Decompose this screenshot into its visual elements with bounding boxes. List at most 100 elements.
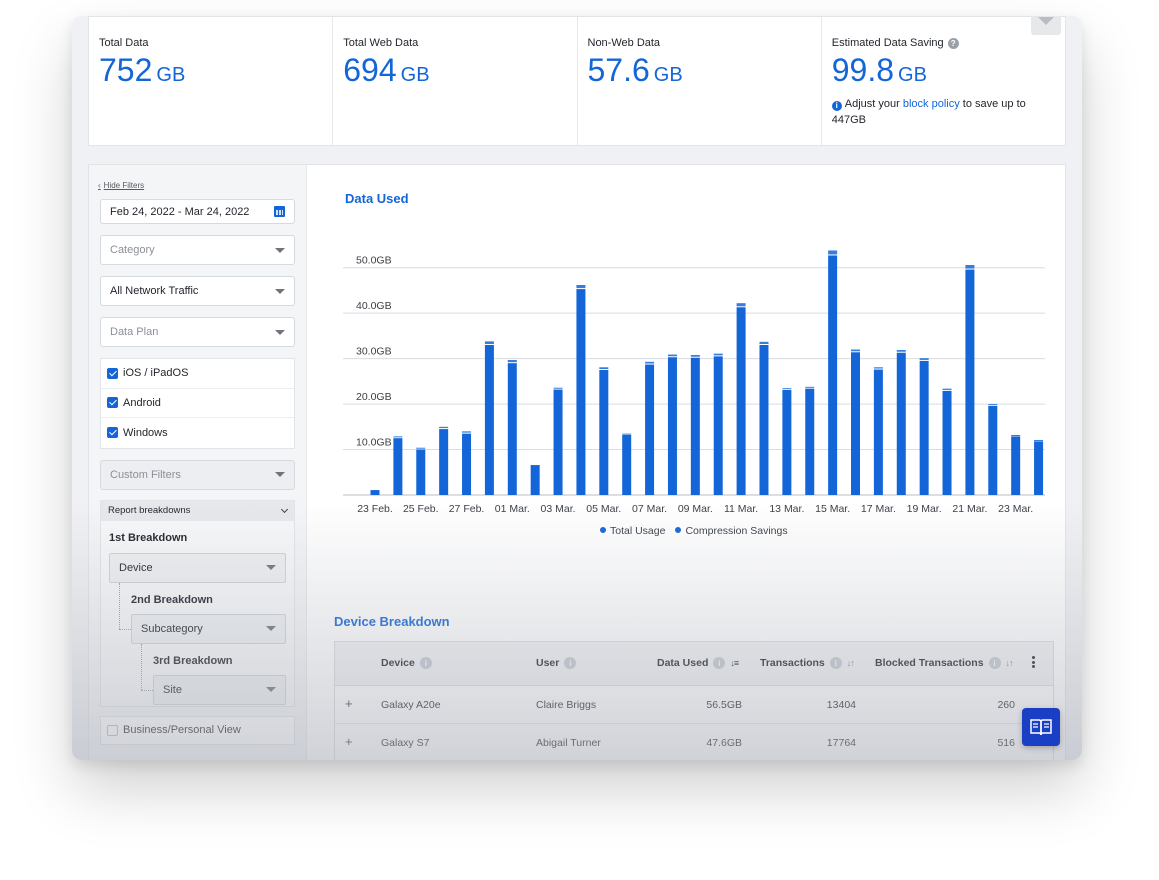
expand-row-icon[interactable]: + [345, 734, 353, 749]
bar-total-usage[interactable] [896, 352, 906, 495]
bar-total-usage[interactable] [1011, 436, 1021, 495]
bar-compression-savings[interactable] [828, 250, 838, 255]
sort-icon[interactable]: ↓↑ [846, 658, 855, 668]
bar-total-usage[interactable] [530, 465, 540, 495]
third-breakdown-select[interactable]: Site [153, 674, 286, 705]
bar-compression-savings[interactable] [370, 490, 380, 491]
block-policy-link[interactable]: block policy [902, 98, 960, 110]
bar-total-usage[interactable] [416, 449, 426, 495]
bar-total-usage[interactable] [439, 429, 449, 495]
hide-filters-link[interactable]: ‹ Hide Filters [98, 180, 145, 190]
checkbox-ios[interactable]: iOS / iPadOS [101, 359, 294, 389]
bar-compression-savings[interactable] [782, 388, 792, 390]
bar-total-usage[interactable] [622, 435, 632, 495]
bar-total-usage[interactable] [759, 345, 769, 495]
bar-total-usage[interactable] [370, 490, 380, 495]
checkbox-checked-icon[interactable] [107, 427, 118, 439]
info-icon[interactable]: i [988, 657, 1001, 669]
help-icon[interactable]: ? [947, 37, 959, 49]
more-options-icon[interactable] [1032, 656, 1035, 668]
bar-compression-savings[interactable] [439, 426, 449, 429]
bar-total-usage[interactable] [851, 352, 861, 495]
bar-total-usage[interactable] [576, 289, 586, 495]
checkbox-checked-icon[interactable] [107, 397, 118, 409]
bar-compression-savings[interactable] [713, 353, 723, 356]
second-breakdown-select[interactable]: Subcategory [131, 613, 286, 644]
bar-compression-savings[interactable] [896, 350, 906, 352]
bar-compression-savings[interactable] [942, 388, 952, 390]
bar-compression-savings[interactable] [484, 341, 494, 344]
bar-total-usage[interactable] [1034, 441, 1044, 495]
data-plan-select[interactable]: Data Plan [100, 317, 295, 347]
checkbox-windows[interactable]: Windows [101, 418, 294, 448]
bar-compression-savings[interactable] [599, 367, 609, 369]
category-select[interactable]: Category [100, 235, 295, 265]
bar-compression-savings[interactable] [622, 433, 632, 435]
checkbox-android[interactable]: Android [101, 389, 294, 418]
bar-compression-savings[interactable] [645, 361, 655, 364]
column-blocked-transactions[interactable]: Blocked Transactions i ↓↑ [875, 657, 1014, 669]
column-transactions[interactable]: Transactions i ↓↑ [760, 657, 855, 669]
first-breakdown-select[interactable]: Device [109, 552, 286, 583]
column-data-used[interactable]: Data Used i ↓≡ [657, 657, 739, 669]
bar-compression-savings[interactable] [553, 387, 563, 389]
column-user[interactable]: User i [536, 657, 577, 669]
info-icon[interactable]: i [419, 657, 432, 669]
business-personal-view-toggle[interactable]: Business/Personal View [100, 715, 295, 745]
legend-item-total-usage[interactable]: Total Usage [600, 525, 665, 537]
bar-total-usage[interactable] [484, 345, 494, 495]
bar-total-usage[interactable] [965, 269, 975, 495]
report-breakdowns-header[interactable]: Report breakdowns [101, 500, 294, 521]
column-device[interactable]: Device i [381, 657, 432, 669]
bar-total-usage[interactable] [553, 389, 563, 495]
bar-compression-savings[interactable] [507, 360, 517, 363]
bar-compression-savings[interactable] [416, 447, 426, 449]
bar-total-usage[interactable] [667, 357, 677, 495]
bar-total-usage[interactable] [942, 390, 952, 495]
network-traffic-select[interactable]: All Network Traffic [100, 276, 295, 306]
bar-total-usage[interactable] [736, 307, 746, 495]
legend-item-compression-savings[interactable]: Compression Savings [675, 525, 788, 537]
checkbox-unchecked-icon[interactable] [107, 724, 118, 736]
bar-compression-savings[interactable] [530, 465, 540, 466]
bar-compression-savings[interactable] [988, 404, 998, 406]
bar-total-usage[interactable] [782, 390, 792, 495]
info-icon[interactable]: i [829, 657, 842, 669]
checkbox-checked-icon[interactable] [107, 367, 118, 379]
bar-compression-savings[interactable] [759, 341, 769, 344]
bar-total-usage[interactable] [462, 433, 472, 495]
bar-compression-savings[interactable] [805, 386, 815, 388]
custom-filters-select[interactable]: Custom Filters [100, 459, 295, 490]
bar-compression-savings[interactable] [690, 355, 700, 357]
bar-compression-savings[interactable] [1011, 435, 1021, 436]
expand-row-icon[interactable]: + [345, 696, 353, 711]
bar-total-usage[interactable] [873, 369, 883, 495]
bar-compression-savings[interactable] [576, 285, 586, 289]
info-icon[interactable]: i [713, 657, 726, 669]
info-icon[interactable]: i [564, 657, 577, 669]
bar-total-usage[interactable] [805, 388, 815, 495]
table-row[interactable]: + Galaxy S7 Abigail Turner 47.6GB 17764 … [335, 724, 1053, 760]
bar-total-usage[interactable] [690, 357, 700, 495]
collapse-toggle[interactable] [1031, 16, 1061, 35]
date-range-picker[interactable]: Feb 24, 2022 - Mar 24, 2022 [100, 199, 295, 224]
bar-compression-savings[interactable] [462, 431, 472, 433]
table-row[interactable]: + Galaxy A20e Claire Briggs 56.5GB 13404… [335, 686, 1053, 724]
bar-total-usage[interactable] [599, 370, 609, 495]
sort-icon[interactable]: ↓↑ [1005, 658, 1014, 668]
bar-total-usage[interactable] [393, 438, 403, 495]
bar-compression-savings[interactable] [736, 303, 746, 307]
bar-compression-savings[interactable] [393, 436, 403, 438]
bar-total-usage[interactable] [988, 405, 998, 495]
sort-desc-icon[interactable]: ↓≡ [730, 658, 739, 668]
help-book-button[interactable] [1022, 708, 1060, 746]
bar-total-usage[interactable] [507, 363, 517, 495]
bar-compression-savings[interactable] [919, 358, 929, 360]
bar-compression-savings[interactable] [965, 265, 975, 269]
bar-total-usage[interactable] [713, 356, 723, 495]
bar-total-usage[interactable] [828, 255, 838, 495]
bar-total-usage[interactable] [919, 360, 929, 495]
bar-compression-savings[interactable] [1034, 440, 1044, 441]
bar-total-usage[interactable] [645, 364, 655, 495]
bar-compression-savings[interactable] [851, 349, 861, 352]
